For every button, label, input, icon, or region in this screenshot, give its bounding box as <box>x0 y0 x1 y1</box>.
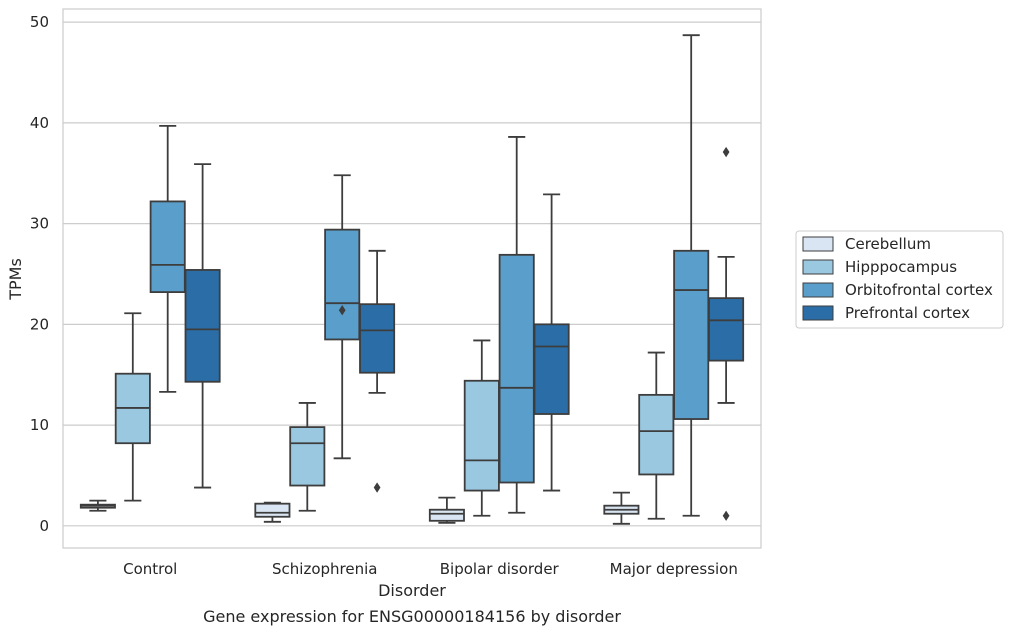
box-body <box>638 393 675 476</box>
box-body <box>463 379 500 492</box>
outlier-point <box>722 146 730 158</box>
y-tick-labels: 0 10 20 30 40 50 <box>30 13 49 535</box>
box-prefrontal-cortex <box>359 249 396 493</box>
legend-label: Hipppocampus <box>845 258 957 276</box>
box-body <box>708 297 745 362</box>
box-hipppocampus <box>114 312 151 502</box>
y-tick-label: 0 <box>39 517 49 535</box>
x-tick-label: Bipolar disorder <box>440 560 560 578</box>
box-cerebellum <box>254 501 291 523</box>
box-body <box>184 269 221 383</box>
legend-swatch <box>802 305 834 321</box>
y-axis-label: TPMs <box>6 258 25 301</box>
box-prefrontal-cortex <box>184 163 221 489</box>
box-prefrontal-cortex <box>533 193 570 492</box>
box-cerebellum <box>428 496 465 524</box>
box-body <box>533 323 570 415</box>
legend-frame <box>795 230 1004 329</box>
box-prefrontal-cortex <box>708 146 745 521</box>
outlier-point <box>338 305 346 316</box>
legend-label: Orbitofrontal cortex <box>845 281 993 299</box>
box-body <box>428 508 465 522</box>
legend-label: Prefrontal cortex <box>845 304 970 322</box>
x-tick-label: Schizophrenia <box>272 560 377 578</box>
outlier-point <box>373 482 381 493</box>
y-tick-label: 30 <box>30 215 49 233</box>
box-hipppocampus <box>463 339 500 517</box>
y-tick-label: 50 <box>30 13 49 31</box>
box-body <box>673 249 710 420</box>
x-axis-label: Disorder <box>378 581 446 600</box>
box-orbitofrontal-cortex <box>324 174 361 460</box>
box-body <box>149 200 186 294</box>
box-body <box>324 228 361 341</box>
box-orbitofrontal-cortex <box>673 34 710 517</box>
legend-swatch <box>802 282 834 298</box>
y-tick-label: 20 <box>30 315 49 333</box>
legend-label: Cerebellum <box>845 235 931 253</box>
box-orbitofrontal-cortex <box>498 136 535 514</box>
box-body <box>254 502 291 518</box>
legend-swatch <box>802 236 834 252</box>
box-plots <box>79 34 745 525</box>
box-body <box>359 303 396 374</box>
y-tick-label: 40 <box>30 114 49 132</box>
box-orbitofrontal-cortex <box>149 124 186 393</box>
box-body <box>289 426 326 487</box>
box-cerebellum <box>603 491 640 525</box>
x-tick-labels: Control Schizophrenia Bipolar disorder Majo… <box>123 560 738 578</box>
box-hipppocampus <box>289 402 326 512</box>
box-hipppocampus <box>638 351 675 520</box>
x-tick-label: Control <box>123 560 177 578</box>
box-body <box>498 253 535 484</box>
x-tick-label: Major depression <box>610 560 738 578</box>
figure-caption: Gene expression for ENSG00000184156 by d… <box>203 607 621 626</box>
box-cerebellum <box>79 499 116 512</box>
legend: Cerebellum Hipppocampus Orbitofrontal cort… <box>795 230 1004 329</box>
plot-area-frame <box>62 8 762 549</box>
outlier-point <box>722 510 730 521</box>
legend-swatch <box>802 259 834 275</box>
y-tick-label: 10 <box>30 416 49 434</box>
